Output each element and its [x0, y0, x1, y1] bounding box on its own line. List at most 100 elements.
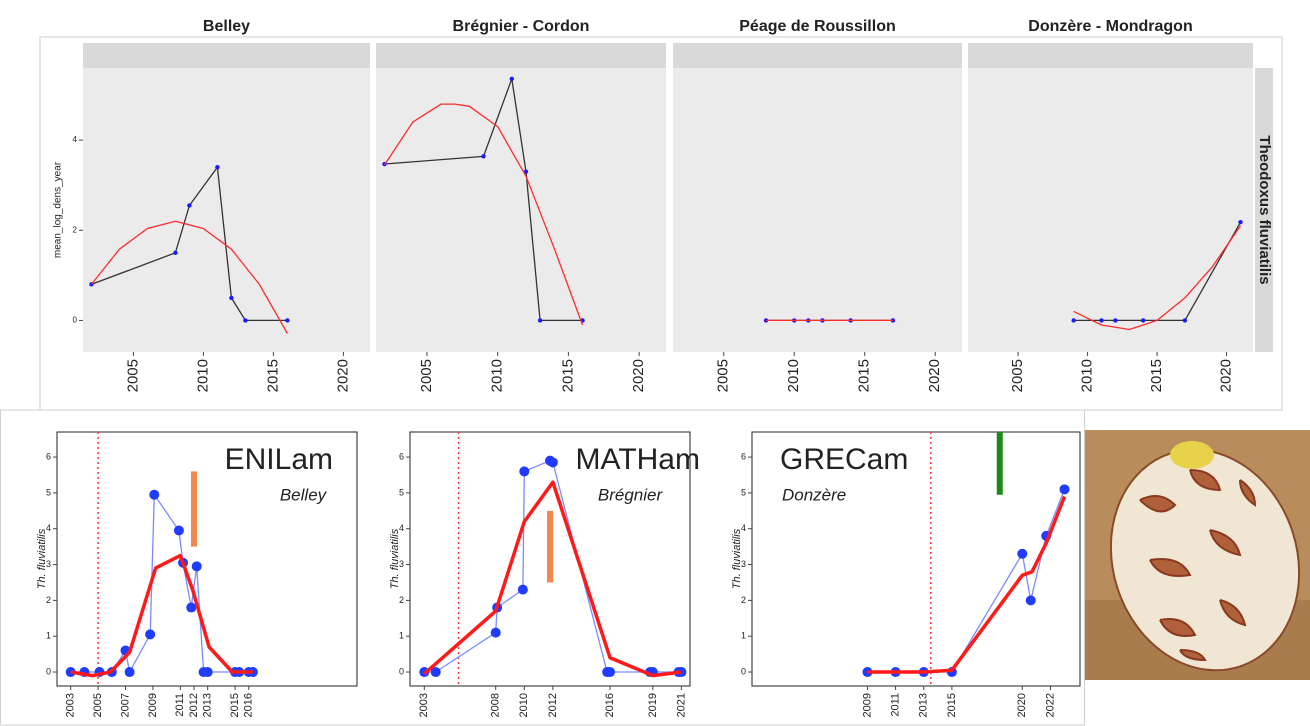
x-tick-label: 2013 [202, 693, 214, 717]
data-point [509, 76, 515, 82]
x-tick-label: 2021 [675, 693, 687, 717]
y-tick-label: 1 [399, 631, 404, 641]
y-tick-label: 3 [46, 559, 51, 569]
y-tick-label: 5 [399, 487, 404, 497]
series-line [384, 78, 583, 322]
row-strip-label: Theodoxus fluviatilis [1256, 135, 1273, 284]
y-tick-label: 5 [741, 487, 746, 497]
data-point [676, 667, 687, 678]
y-axis-label: Th. fluviatilis [389, 528, 401, 589]
x-tick-label: 2022 [1044, 693, 1056, 717]
data-point [191, 561, 202, 572]
data-point [145, 629, 156, 640]
x-tick-label: 2005 [1009, 359, 1026, 392]
x-tick-label: 2015 [946, 693, 958, 717]
data-point [430, 667, 441, 678]
y-tick-label: 4 [741, 523, 746, 533]
x-tick-label: 2010 [518, 693, 530, 717]
facet-title: Brégnier - Cordon [453, 18, 590, 35]
x-tick-label: 2020 [630, 359, 647, 392]
y-axis-label: Th. fluviatilis [731, 528, 743, 589]
y-tick-label: 1 [46, 631, 51, 641]
x-tick-label: 2008 [490, 693, 502, 717]
bottom-frame [0, 409, 1085, 726]
x-tick-label: 2005 [124, 359, 141, 392]
data-point [605, 667, 615, 678]
x-tick-label: 2013 [918, 693, 930, 717]
panel [376, 68, 666, 352]
data-point [202, 667, 213, 678]
data-point [229, 295, 234, 301]
strip [673, 43, 962, 68]
y-tick-label: 2 [399, 595, 404, 605]
x-tick-label: 2003 [65, 693, 77, 717]
data-point [1238, 219, 1243, 225]
y-tick-label: 3 [741, 559, 746, 569]
y-tick-label: 0 [399, 666, 404, 676]
facet-title: Donzère - Mondragon [1028, 18, 1192, 35]
data-point [523, 169, 529, 174]
site-code: MATHam [576, 443, 700, 476]
x-tick-label: 2010 [785, 359, 802, 392]
x-tick-label: 2012 [547, 693, 559, 717]
panel [968, 68, 1253, 352]
y-tick-label: 6 [399, 451, 404, 461]
facet-title: Belley [203, 18, 250, 35]
x-tick-label: 2016 [243, 693, 255, 717]
facet-title: Péage de Roussillon [739, 18, 895, 35]
row-strip [1255, 68, 1273, 352]
x-tick-label: 2016 [604, 693, 616, 717]
data-point [285, 318, 290, 323]
data-point [173, 250, 178, 256]
series-line [383, 103, 584, 326]
x-tick-label: 2005 [92, 693, 104, 717]
x-tick-label: 2005 [418, 359, 435, 392]
series-line [70, 553, 253, 678]
series-line [867, 495, 1067, 674]
data-point [519, 466, 530, 477]
y-tick-label: 6 [46, 451, 51, 461]
x-tick-label: 2009 [147, 693, 159, 717]
x-tick-label: 2020 [1016, 693, 1028, 717]
series-line [1073, 225, 1242, 331]
x-tick-label: 2007 [119, 693, 131, 717]
data-point [124, 667, 135, 678]
y-tick-label: 0 [73, 316, 78, 325]
data-point [173, 525, 184, 536]
y-tick-label: 6 [741, 451, 746, 461]
data-point [1113, 318, 1118, 323]
x-tick-label: 2010 [1079, 359, 1096, 392]
site-code: ENILam [225, 443, 333, 476]
y-axis-label: mean_log_dens_year [53, 161, 64, 258]
x-tick-label: 2015 [229, 693, 241, 717]
data-point [187, 203, 192, 208]
y-tick-label: 4 [46, 523, 51, 533]
x-tick-label: 2020 [926, 359, 943, 392]
x-tick-label: 2015 [264, 359, 281, 392]
data-point [1071, 318, 1076, 323]
y-axis-label: Th. fluviatilis [36, 528, 48, 589]
plot-box [751, 431, 1081, 687]
site-name: Brégnier [598, 485, 664, 504]
site-name: Belley [280, 485, 328, 504]
data-point [517, 584, 528, 595]
x-tick-label: 2010 [194, 359, 211, 392]
panel [83, 68, 370, 352]
y-tick-label: 3 [399, 559, 404, 569]
strip [968, 43, 1253, 68]
data-point [149, 489, 160, 500]
y-tick-label: 2 [73, 225, 78, 234]
series-line [90, 220, 288, 334]
data-point [186, 602, 197, 613]
x-tick-label: 2015 [1148, 359, 1165, 392]
data-point [490, 627, 501, 638]
site-name: Donzère [782, 485, 846, 504]
x-tick-label: 2020 [334, 359, 351, 392]
data-point [1182, 318, 1188, 323]
data-point [547, 457, 558, 468]
y-tick-label: 2 [741, 595, 746, 605]
strip [83, 43, 370, 68]
y-tick-label: 0 [46, 666, 51, 676]
data-point [243, 318, 248, 323]
x-tick-label: 2011 [889, 693, 901, 717]
